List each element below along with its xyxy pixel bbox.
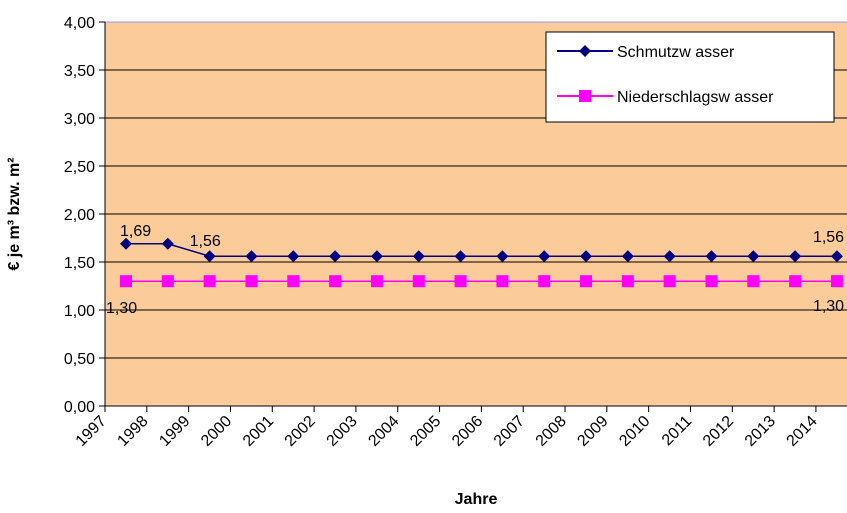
data-point: [287, 250, 300, 263]
data-point: [370, 275, 383, 288]
data-point: [329, 275, 342, 288]
data-point: [454, 250, 467, 263]
x-tick-label: 2000: [198, 413, 235, 450]
y-tick-label: 4,00: [64, 15, 95, 32]
x-tick-label: 2013: [742, 413, 779, 450]
data-point: [580, 250, 593, 263]
data-label: 1,56: [190, 233, 221, 250]
x-axis: 1997 1998 1999 2000 2001 2002 2003 2004 2005 2006…: [73, 405, 847, 450]
legend: Schmutzw asser Niederschlagsw asser: [545, 31, 835, 123]
x-tick-label: 2010: [616, 413, 653, 450]
x-tick-label: 2011: [659, 413, 695, 449]
y-tick-label: 3,50: [64, 63, 95, 80]
y-tick-label: 0,50: [64, 351, 95, 368]
x-tick-label: 2003: [324, 413, 361, 450]
x-tick-label: 2008: [533, 413, 570, 450]
y-tick-label: 2,50: [64, 159, 95, 176]
data-labels: 1,69 1,56 1,56 1,30 1,30: [106, 223, 844, 317]
data-point: [161, 275, 174, 288]
data-point: [663, 275, 676, 288]
data-label: 1,69: [120, 223, 151, 240]
x-tick-label: 2007: [491, 413, 528, 450]
data-point: [580, 275, 593, 288]
data-point: [329, 250, 342, 263]
x-tick-label: 2001: [240, 413, 277, 450]
legend-box: [545, 31, 835, 123]
data-point: [161, 237, 174, 250]
y-tick-label: 2,00: [64, 207, 95, 224]
data-point: [496, 250, 509, 263]
data-point: [496, 275, 509, 288]
data-point: [412, 275, 425, 288]
data-point: [663, 250, 676, 263]
y-axis-title: € je m³ bzw. m²: [6, 157, 23, 270]
legend-label-schmutzwasser: Schmutzw asser: [617, 44, 735, 61]
legend-label-niederschlagswasser: Niederschlagsw asser: [617, 89, 774, 106]
legend-marker-square: [579, 90, 591, 102]
data-point: [203, 275, 216, 288]
data-point: [454, 275, 467, 288]
data-point: [830, 250, 843, 263]
data-point: [621, 275, 634, 288]
data-point: [747, 275, 760, 288]
x-tick-label: 1999: [156, 413, 193, 450]
x-tick-label: 1998: [114, 413, 151, 450]
y-tick-label: 1,50: [64, 255, 95, 272]
data-point: [789, 250, 802, 263]
data-point: [120, 237, 132, 250]
data-point: [287, 275, 300, 288]
data-label: 1,30: [106, 300, 137, 317]
data-point: [621, 250, 634, 263]
x-tick-label: 2004: [365, 413, 402, 450]
y-tick-label: 3,00: [64, 111, 95, 128]
x-tick-label: 2014: [784, 413, 821, 450]
data-point: [245, 275, 258, 288]
x-tick-label: 2002: [282, 413, 319, 450]
x-axis-title: Jahre: [455, 491, 498, 508]
data-point: [830, 275, 843, 288]
data-point: [705, 275, 718, 288]
data-point: [789, 275, 802, 288]
x-tick-label: 1997: [73, 413, 110, 450]
data-point: [412, 250, 425, 263]
data-point: [245, 250, 258, 263]
data-point: [705, 250, 718, 263]
data-point: [120, 275, 132, 288]
x-tick-label: 2012: [700, 413, 737, 450]
series-layer: [120, 237, 843, 288]
series-line: [126, 243, 837, 257]
x-tick-label: 2009: [574, 413, 611, 450]
y-axis: 0,00 0,50 1,00 1,50 2,00 2,50 3,00 3,50 4,00: [64, 15, 106, 416]
data-label: 1,56: [813, 229, 844, 246]
y-tick-label: 1,00: [64, 303, 95, 320]
data-point: [747, 250, 760, 263]
y-tick-label: 0,00: [64, 399, 95, 416]
data-label: 1,30: [813, 298, 844, 315]
data-point: [538, 275, 551, 288]
data-point: [370, 250, 383, 263]
legend-marker-diamond: [579, 45, 591, 57]
data-point: [203, 250, 216, 263]
x-tick-label: 2005: [407, 413, 444, 450]
data-point: [538, 250, 551, 263]
x-tick-label: 2006: [449, 413, 486, 450]
